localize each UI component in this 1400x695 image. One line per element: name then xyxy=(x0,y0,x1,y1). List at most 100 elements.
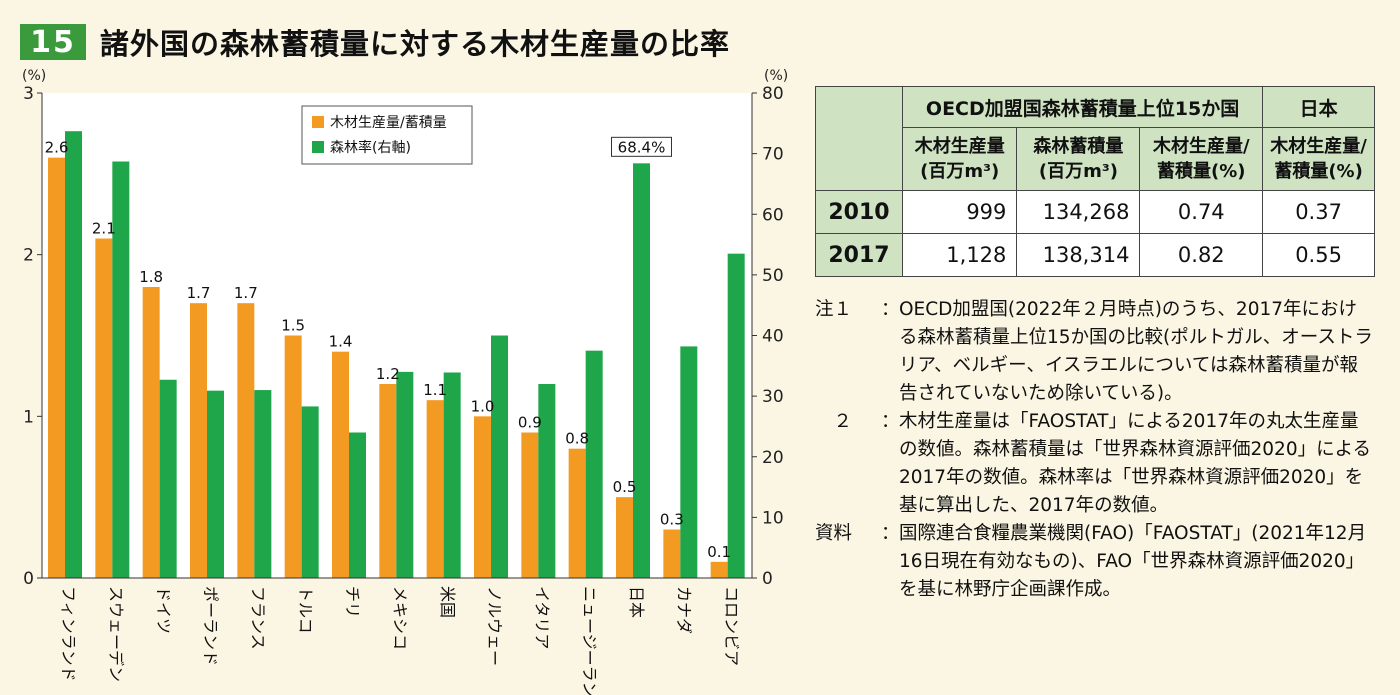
cell-production: 1,128 xyxy=(901,233,1018,277)
bar-wood-ratio xyxy=(284,335,302,578)
note-text: OECD加盟国(2022年２月時点)のうち、2017年における森林蓄積量上位15… xyxy=(899,299,1373,404)
notes: 注１ ： OECD加盟国(2022年２月時点)のうち、2017年における森林蓄積… xyxy=(815,296,1375,604)
bar-forest-rate xyxy=(159,379,177,578)
category-label: 日本 xyxy=(627,586,646,618)
note-item: 資料 ： 国際連合食糧農業機関(FAO)「FAOSTAT」(2021年12月16… xyxy=(815,520,1375,604)
bar-forest-rate xyxy=(491,335,508,578)
right-axis-unit: (%) xyxy=(764,68,788,84)
cell-ratio: 0.74 xyxy=(1139,190,1264,234)
bar-forest-rate xyxy=(633,163,650,578)
data-table: OECD加盟国森林蓄積量上位15か国 日本 木材生産量 (百万m³) 森林蓄積量… xyxy=(815,86,1375,277)
table-col-header-stock: 森林蓄積量 (百万m³) xyxy=(1016,127,1141,191)
right-axis-tick-label: 40 xyxy=(762,327,784,347)
bar-wood-ratio xyxy=(616,497,633,578)
bar-wood-ratio xyxy=(568,448,586,578)
category-label: ポーランド xyxy=(201,586,220,666)
bar-value-label: 2.6 xyxy=(45,139,69,157)
header-line: 木材生産量/ xyxy=(1153,136,1250,157)
bar-forest-rate xyxy=(301,406,319,578)
figure-title-row: 15 諸外国の森林蓄積量に対する木材生産量の比率 xyxy=(20,22,730,62)
legend-label: 木材生産量/蓄積量 xyxy=(330,115,447,131)
annotation-box xyxy=(611,136,672,157)
note-item: ２ ： 木材生産量は「FAOSTAT」による2017年の丸太生産量の数値。森林蓄… xyxy=(815,408,1375,520)
figure-number-badge: 15 xyxy=(20,24,86,60)
bar-value-label: 1.5 xyxy=(281,317,305,335)
category-label: チリ xyxy=(343,586,362,618)
bar-value-label: 0.1 xyxy=(707,543,731,561)
header-line: (百万m³) xyxy=(1038,161,1118,182)
right-axis-tick-label: 50 xyxy=(762,266,784,286)
bar-forest-rate xyxy=(443,372,461,578)
left-axis-unit: (%) xyxy=(22,68,46,84)
bar-value-label: 0.8 xyxy=(565,430,589,448)
left-axis-tick-label: 1 xyxy=(23,407,34,427)
bar-forest-rate xyxy=(727,253,745,578)
table-col-header-ratio: 木材生産量/ 蓄積量(%) xyxy=(1139,127,1264,191)
note-key: 注１ xyxy=(815,299,853,320)
category-label: ドイツ xyxy=(154,586,173,634)
bar-wood-ratio xyxy=(521,432,539,578)
bar-value-label: 1.0 xyxy=(471,397,495,415)
bar-wood-ratio xyxy=(663,529,681,578)
bar-wood-ratio xyxy=(95,238,113,578)
bar-value-label: 1.2 xyxy=(376,365,400,383)
left-axis-tick-label: 2 xyxy=(23,246,34,266)
bar-value-label: 2.1 xyxy=(92,220,116,238)
bar-wood-ratio xyxy=(426,400,444,578)
table-col-header-japan-ratio: 木材生産量/ 蓄積量(%) xyxy=(1262,127,1375,191)
table-col-header-production: 木材生産量 (百万m³) xyxy=(901,127,1018,191)
table-row: 2010 999 134,268 0.74 0.37 xyxy=(815,190,1375,234)
category-label: 米国 xyxy=(438,586,457,618)
bar-forest-rate xyxy=(65,131,82,578)
left-axis-tick-label: 3 xyxy=(23,84,34,104)
bar-wood-ratio xyxy=(710,561,728,578)
table-japan-header: 日本 xyxy=(1262,86,1375,128)
figure-title: 諸外国の森林蓄積量に対する木材生産量の比率 xyxy=(100,27,731,61)
note-text: 木材生産量は「FAOSTAT」による2017年の丸太生産量の数値。森林蓄積量は「… xyxy=(899,411,1372,516)
note-text: 国際連合食糧農業機関(FAO)「FAOSTAT」(2021年12月16日現在有効… xyxy=(899,523,1367,600)
note-key: 資料 xyxy=(815,523,853,544)
header-line: (百万m³) xyxy=(920,161,1000,182)
bar-wood-ratio xyxy=(142,287,160,578)
category-label: カナダ xyxy=(675,586,694,634)
right-axis-tick-label: 0 xyxy=(762,569,773,589)
cell-stock: 138,314 xyxy=(1016,233,1141,277)
right-axis-tick-label: 10 xyxy=(762,508,784,528)
legend-box xyxy=(301,105,473,165)
bar-wood-ratio xyxy=(379,384,397,578)
bar-chart: 0123(%)01020304050607080(%)2.6フィンランド2.1ス… xyxy=(22,68,788,695)
right-axis-tick-label: 60 xyxy=(762,205,784,225)
bar-value-label: 1.7 xyxy=(187,284,211,302)
bar-forest-rate xyxy=(538,384,556,578)
bar-value-label: 0.3 xyxy=(660,511,684,529)
note-separator: ： xyxy=(881,411,900,432)
category-label: トルコ xyxy=(296,586,315,634)
bar-forest-rate xyxy=(396,371,414,578)
bar-forest-rate xyxy=(207,390,224,578)
bar-wood-ratio xyxy=(48,157,65,578)
category-label: フランス xyxy=(249,586,268,650)
bar-wood-ratio xyxy=(237,303,255,578)
right-axis-tick-label: 20 xyxy=(762,448,784,468)
bar-value-label: 1.7 xyxy=(234,284,258,302)
bar-forest-rate xyxy=(680,346,698,578)
row-year: 2010 xyxy=(815,190,903,234)
right-axis-tick-label: 30 xyxy=(762,387,784,407)
cell-stock: 134,268 xyxy=(1016,190,1141,234)
row-year: 2017 xyxy=(815,233,903,277)
header-line: 森林蓄積量 xyxy=(1033,136,1124,157)
bar-forest-rate xyxy=(112,161,130,578)
category-label: ニュージーランド xyxy=(580,586,599,695)
cell-production: 999 xyxy=(901,190,1018,234)
bar-forest-rate xyxy=(254,390,272,578)
table-group-header: OECD加盟国森林蓄積量上位15か国 xyxy=(901,86,1264,128)
header-line: 蓄積量(%) xyxy=(1274,161,1363,182)
table-corner-cell xyxy=(815,86,903,191)
bar-value-label: 1.4 xyxy=(329,333,353,351)
bar-forest-rate xyxy=(349,432,366,578)
bar-forest-rate xyxy=(585,350,603,578)
note-separator: ： xyxy=(881,299,900,320)
legend-label: 森林率(右軸) xyxy=(330,139,411,156)
bar-wood-ratio xyxy=(474,416,491,578)
header-line: 木材生産量 xyxy=(914,136,1005,157)
